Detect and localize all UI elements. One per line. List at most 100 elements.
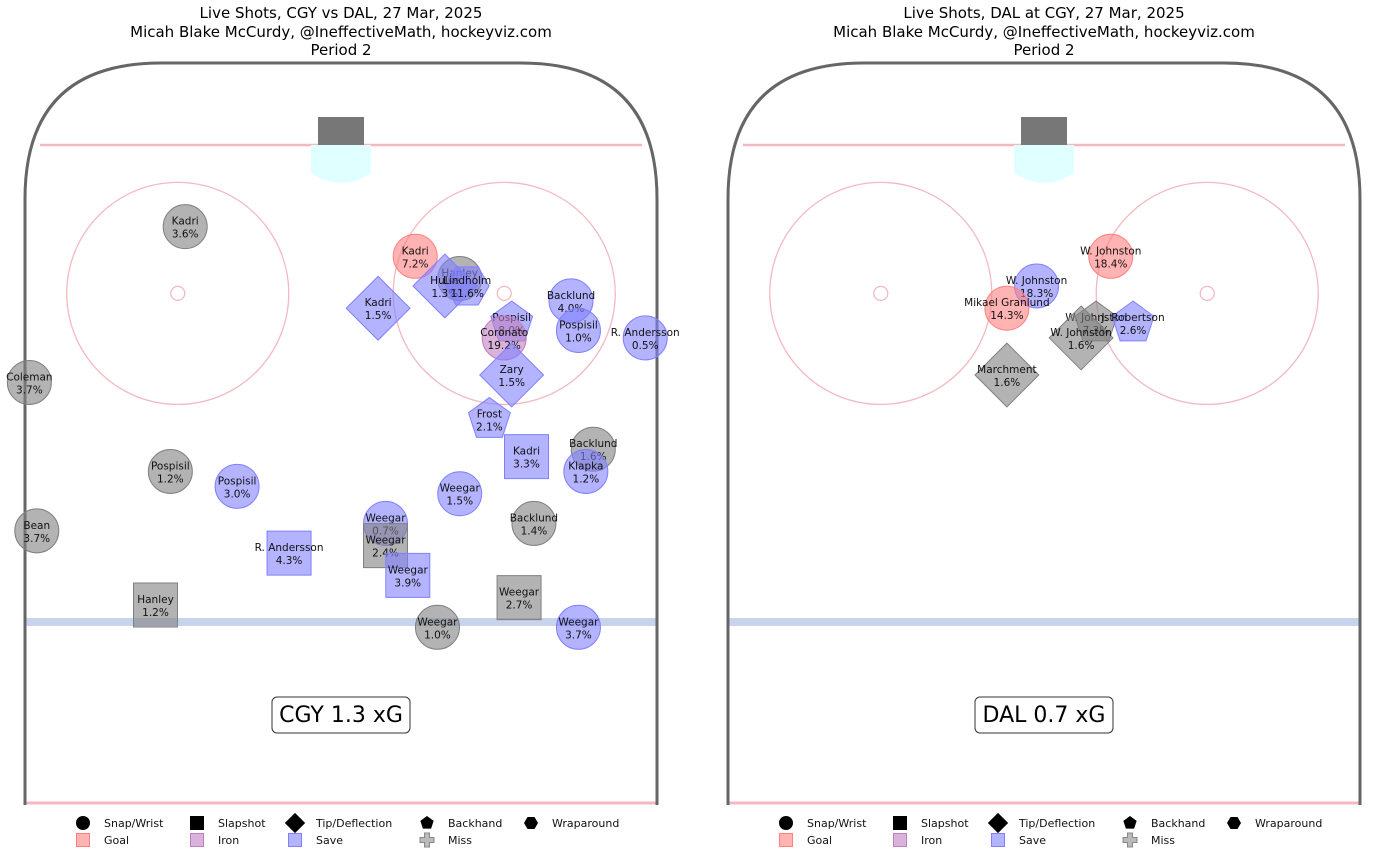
- chart-subtitle: Micah Blake McCurdy, @IneffectiveMath, h…: [130, 23, 552, 41]
- xg-box: [271, 696, 411, 734]
- shot-xg-label: 1.6%: [1068, 340, 1095, 352]
- legend-shape-marker: [524, 816, 538, 830]
- shot-marker: [1088, 233, 1134, 279]
- shot-player-label: Weegar: [417, 616, 458, 628]
- xg-label: DAL 0.7 xG: [983, 703, 1106, 728]
- shot-marker: [984, 285, 1030, 331]
- goal-crease: [311, 145, 371, 183]
- faceoff-circle: [769, 181, 993, 406]
- faceoff-circle: [1095, 181, 1319, 406]
- legend-shape-label: Tip/Deflection: [315, 817, 392, 830]
- legend-result-label: Miss: [448, 834, 472, 847]
- shot-player-label: Kadri: [365, 297, 392, 309]
- shot-xg-label: 18.4%: [1094, 258, 1127, 270]
- shot-player-label: Zary: [500, 364, 524, 376]
- shot-player-label: Bean: [23, 520, 50, 532]
- shot-marker: [6, 359, 52, 405]
- faceoff-dot: [496, 285, 512, 302]
- shot-marker: [622, 315, 668, 361]
- shot-player-label: Weegar: [499, 587, 540, 599]
- shot-xg-label: 4.3%: [276, 555, 303, 567]
- shot-xg-label: 14.3%: [990, 310, 1023, 322]
- legend-result-label: Save: [1019, 834, 1046, 847]
- xg-label: CGY 1.3 xG: [279, 703, 403, 728]
- shot-marker: [563, 448, 609, 494]
- shot-xg-label: 2.7%: [506, 600, 533, 612]
- shot-marker: [385, 552, 431, 598]
- shot-marker: [147, 448, 193, 494]
- legend-result-marker: [288, 833, 302, 847]
- shot-player-label: W. Johnston: [1080, 245, 1141, 257]
- shot-xg-label: 3.7%: [23, 533, 50, 545]
- shot-player-label: Pospisil: [559, 320, 598, 332]
- goal-net: [318, 117, 364, 145]
- legend-shape-label: Slapshot: [218, 817, 266, 830]
- shot-marker: [479, 342, 545, 408]
- shot-marker: [496, 575, 542, 621]
- shot-xg-label: 1.6%: [994, 377, 1021, 389]
- shot-xg-label: 1.2%: [142, 607, 169, 619]
- shot-xg-label: 3.7%: [16, 384, 43, 396]
- shot-xg-label: 7.2%: [402, 258, 429, 270]
- shot-player-label: Weegar: [558, 616, 599, 628]
- legend-shape-marker: [779, 816, 793, 830]
- shot-marker: [1048, 305, 1114, 371]
- shot-marker: [133, 582, 178, 628]
- legend-shape-label: Wraparound: [552, 817, 619, 830]
- shot-player-label: R. Andersson: [611, 327, 680, 339]
- legend-result-marker: [779, 833, 793, 847]
- xg-summary: CGY 1.3 xG: [271, 696, 411, 734]
- shot-xg-label: 11.6%: [450, 288, 483, 300]
- shot-marker: [392, 233, 438, 279]
- shot-xg-label: 18.3%: [1020, 288, 1053, 300]
- shot-marker: [414, 604, 460, 650]
- legend-shape-label: Backhand: [1151, 817, 1205, 830]
- shot-player-label: Backlund: [569, 438, 617, 450]
- shot-marker: [14, 508, 60, 554]
- shot-xg-label: 3.6%: [172, 229, 199, 241]
- rink-panel-2: Live Shots, DAL at CGY, 27 Mar, 2025Mica…: [726, 4, 1362, 848]
- shot-xg-label: 1.0%: [565, 333, 592, 345]
- chart-period: Period 2: [1013, 41, 1074, 59]
- legend-result-marker: [419, 832, 435, 848]
- legend-result-marker: [991, 833, 1005, 847]
- shot-xg-label: 1.5%: [365, 310, 392, 322]
- shot-player-label: Kadri: [172, 216, 199, 228]
- shot-marker: [467, 396, 511, 438]
- shot-player-label: Coronato: [480, 327, 528, 339]
- legend: Snap/Wrist Slapshot Tip/Deflection Backhand…: [76, 812, 619, 848]
- shot-xg-label: 3.3%: [513, 459, 540, 471]
- legend-result-label: Iron: [921, 834, 942, 847]
- legend-result-label: Miss: [1151, 834, 1175, 847]
- shot-marker: [1111, 300, 1155, 342]
- shot-player-label: Weegar: [365, 535, 406, 547]
- goal-net: [1021, 117, 1067, 145]
- shot-markers: Kadri3.6%Kadri7.2%HanleyHulse1.3%Lindhol…: [6, 204, 680, 650]
- shot-marker: [214, 463, 260, 509]
- legend-result-label: Save: [316, 834, 343, 847]
- shot-player-label: Weegar: [365, 512, 406, 524]
- legend-shape-label: Tip/Deflection: [1018, 817, 1095, 830]
- shot-xg-label: 1.0%: [424, 629, 451, 641]
- faceoff-circle: [66, 181, 290, 406]
- legend-shape-label: Slapshot: [921, 817, 969, 830]
- shot-player-label: Pospisil: [151, 460, 190, 472]
- legend-shape-label: Backhand: [448, 817, 502, 830]
- legend-result-marker: [1122, 832, 1138, 848]
- shot-marker: [974, 342, 1040, 408]
- shot-player-label: Weegar: [388, 564, 429, 576]
- shot-marker: [266, 530, 312, 576]
- shot-xg-label: 0.5%: [632, 340, 659, 352]
- shot-marker: [555, 308, 601, 353]
- goal-crease: [1014, 145, 1074, 183]
- chart-title: Live Shots, DAL at CGY, 27 Mar, 2025: [903, 4, 1184, 22]
- legend-shape-marker: [420, 816, 434, 829]
- shot-player-label: Marchment: [977, 364, 1036, 376]
- chart-period: Period 2: [310, 41, 371, 59]
- legend-result-label: Goal: [104, 834, 129, 847]
- legend-result-marker: [893, 833, 907, 847]
- legend-shape-marker: [1227, 816, 1241, 830]
- shot-player-label: Kadri: [513, 446, 540, 458]
